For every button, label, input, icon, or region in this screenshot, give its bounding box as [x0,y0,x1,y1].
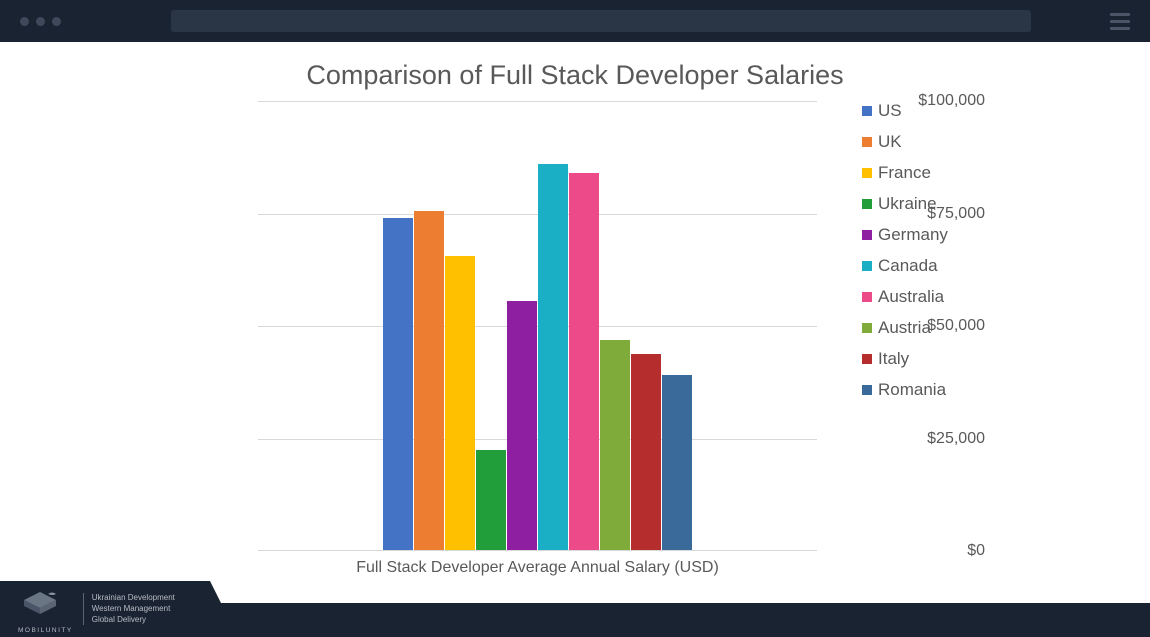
mobilunity-logo-icon [18,585,62,621]
window-dot [20,17,29,26]
brand-logo: MOBILUNITY [18,585,73,634]
bar-us [383,218,413,551]
legend-swatch [862,230,872,240]
y-tick-label: $25,000 [927,430,985,448]
brand-tagline: Ukrainian Development Western Management… [83,593,175,625]
legend-label: UK [878,132,902,152]
bar-canada [538,164,568,551]
bar-uk [414,211,444,551]
legend-label: Canada [878,256,938,276]
legend-swatch [862,168,872,178]
legend-swatch [862,323,872,333]
plot-area [258,101,817,551]
legend-swatch [862,385,872,395]
legend-swatch [862,137,872,147]
x-axis-label: Full Stack Developer Average Annual Sala… [258,559,817,577]
y-tick-label: $0 [967,542,985,560]
bar-ukraine [476,450,506,551]
bar-france [445,256,475,551]
bar-romania [662,375,692,551]
address-bar[interactable] [171,10,1031,32]
legend-item-romania: Romania [862,380,1107,400]
chart-body: $0$25,000$50,000$75,000$100,000 Full Sta… [143,101,1107,551]
legend-swatch [862,292,872,302]
window-controls [20,17,61,26]
legend-item-germany: Germany [862,225,1107,245]
legend-label: Romania [878,380,946,400]
legend-swatch [862,106,872,116]
legend: US UK France Ukraine Germany Canada Australia A… [837,101,1107,411]
brand-wedge: MOBILUNITY Ukrainian Development Western… [0,581,210,637]
legend-item-ukraine: Ukraine [862,194,1107,214]
legend-label: US [878,101,902,121]
bar-austria [600,340,630,551]
legend-item-canada: Canada [862,256,1107,276]
window-dot [36,17,45,26]
legend-item-australia: Australia [862,287,1107,307]
legend-label: France [878,163,931,183]
tagline-line: Ukrainian Development [92,593,175,603]
window-dot [52,17,61,26]
legend-item-us: US [862,101,1107,121]
legend-label: Austria [878,318,931,338]
hamburger-menu-icon[interactable] [1110,13,1130,30]
legend-item-italy: Italy [862,349,1107,369]
top-bar [0,0,1150,42]
legend-label: Germany [878,225,948,245]
brand-name: MOBILUNITY [18,627,73,634]
x-axis-line [258,550,817,551]
legend-item-austria: Austria [862,318,1107,338]
chart-container: Comparison of Full Stack Developer Salar… [3,42,1147,603]
tagline-line: Global Delivery [92,615,175,625]
tagline-line: Western Management [92,604,175,614]
bar-australia [569,173,599,551]
legend-item-france: France [862,163,1107,183]
legend-label: Italy [878,349,909,369]
bar-italy [631,354,661,551]
legend-swatch [862,354,872,364]
legend-item-uk: UK [862,132,1107,152]
legend-label: Australia [878,287,944,307]
legend-swatch [862,261,872,271]
legend-swatch [862,199,872,209]
bars-group [258,101,817,551]
legend-label: Ukraine [878,194,937,214]
bar-germany [507,301,537,551]
